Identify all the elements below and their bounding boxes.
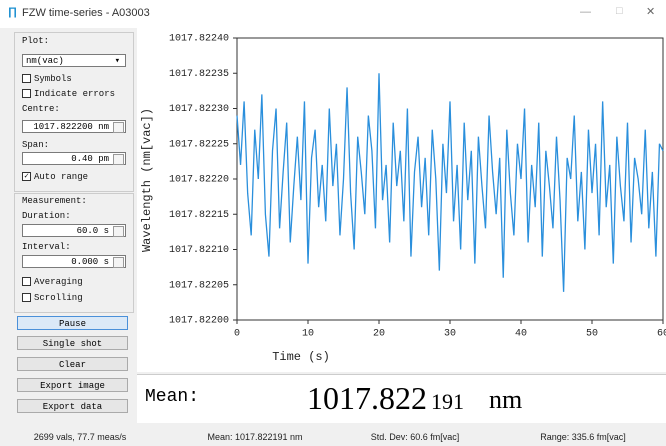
mean-value-small: 191: [431, 389, 464, 414]
interval-field[interactable]: 0.000 s: [22, 255, 126, 268]
mean-unit: nm: [489, 385, 523, 414]
y-tick-label: 1017.82220: [169, 175, 229, 186]
y-axis-label: Wavelength (nm[vac]): [140, 108, 154, 252]
x-tick-label: 30: [444, 329, 456, 340]
maximize[interactable]: □: [616, 5, 623, 17]
checkbox[interactable]: Scrolling: [22, 293, 83, 303]
button[interactable]: Export data: [17, 399, 128, 413]
status-item: Range: 335.6 fm[vac]: [540, 432, 626, 442]
x-tick-label: 50: [586, 329, 598, 340]
y-tick-label: 1017.82205: [169, 280, 229, 291]
select-text: nm(vac): [26, 56, 64, 66]
arrow: ▾: [114, 56, 120, 66]
y-tick-label: 1017.82240: [169, 34, 229, 45]
chart-background: [137, 28, 666, 372]
y-tick-label: 1017.82230: [169, 104, 229, 115]
field-text: 0.000 s: [71, 257, 109, 267]
checkbox[interactable]: Indicate errors: [22, 89, 115, 99]
label: Duration:: [22, 211, 71, 221]
close[interactable]: ✕: [646, 6, 656, 18]
checkbox[interactable]: ✓ Auto range: [22, 172, 88, 182]
unit-select[interactable]: nm(vac) ▾: [22, 54, 126, 67]
span-field[interactable]: 0.40 pm: [22, 152, 126, 165]
y-tick-label: 1017.82225: [169, 139, 229, 150]
plot-group: [14, 32, 134, 192]
y-tick-label: 1017.82215: [169, 210, 229, 221]
y-tick-label: 1017.82200: [169, 316, 229, 327]
data-line: [236, 73, 664, 292]
label: Indicate errors: [34, 89, 116, 99]
mean-value: 1017.822: [307, 380, 427, 416]
label: Interval:: [22, 242, 71, 252]
status-item: 2699 vals, 77.7 meas/s: [33, 432, 127, 442]
checkbox[interactable]: Averaging: [22, 277, 83, 287]
window-title: FZW time-series - A03003: [22, 7, 150, 19]
x-tick-label: 20: [373, 329, 385, 340]
y-tick-label: 1017.82235: [169, 69, 229, 80]
x-tick-label: 0: [234, 329, 240, 340]
label: Symbols: [34, 74, 72, 84]
button[interactable]: Clear: [17, 357, 128, 371]
centre-field[interactable]: 1017.822200 nm: [22, 120, 126, 133]
title-bar: ∏ FZW time-series - A03003 — □ ✕: [0, 0, 666, 28]
button[interactable]: Export image: [17, 378, 128, 392]
mean-label: Mean:: [145, 387, 200, 407]
status-item: Std. Dev: 60.6 fm[vac]: [370, 432, 460, 442]
minimize[interactable]: —: [580, 6, 591, 18]
duration-field[interactable]: 60.0 s: [22, 224, 126, 237]
status-item: Mean: 1017.822191 nm: [207, 432, 303, 442]
measurement-group: [14, 193, 134, 313]
y-tick-label: 1017.82210: [169, 245, 229, 256]
label: Averaging: [34, 277, 83, 287]
field-text: 1017.822200 nm: [33, 122, 109, 132]
field-text: 60.0 s: [76, 226, 109, 236]
button[interactable]: Pause: [17, 316, 128, 330]
chart: Time (s) Wavelength (nm[vac]) 1017.82200…: [137, 28, 666, 372]
x-tick-label: 40: [515, 329, 527, 340]
label: Measurement:: [22, 196, 87, 206]
button[interactable]: Single shot: [17, 336, 128, 350]
label: Scrolling: [34, 293, 83, 303]
label: Span:: [22, 140, 50, 150]
x-axis-label: Time (s): [272, 350, 330, 364]
label: Plot:: [22, 36, 50, 46]
mean-box: Mean: 1017.822 191 nm: [137, 374, 666, 423]
label: Centre:: [22, 104, 60, 114]
app-icon: ∏: [8, 6, 18, 18]
x-tick-label: 60: [657, 329, 666, 340]
x-tick-label: 10: [302, 329, 314, 340]
checkbox[interactable]: Symbols: [22, 74, 72, 84]
field-text: 0.40 pm: [71, 154, 109, 164]
label: Auto range: [34, 172, 89, 182]
